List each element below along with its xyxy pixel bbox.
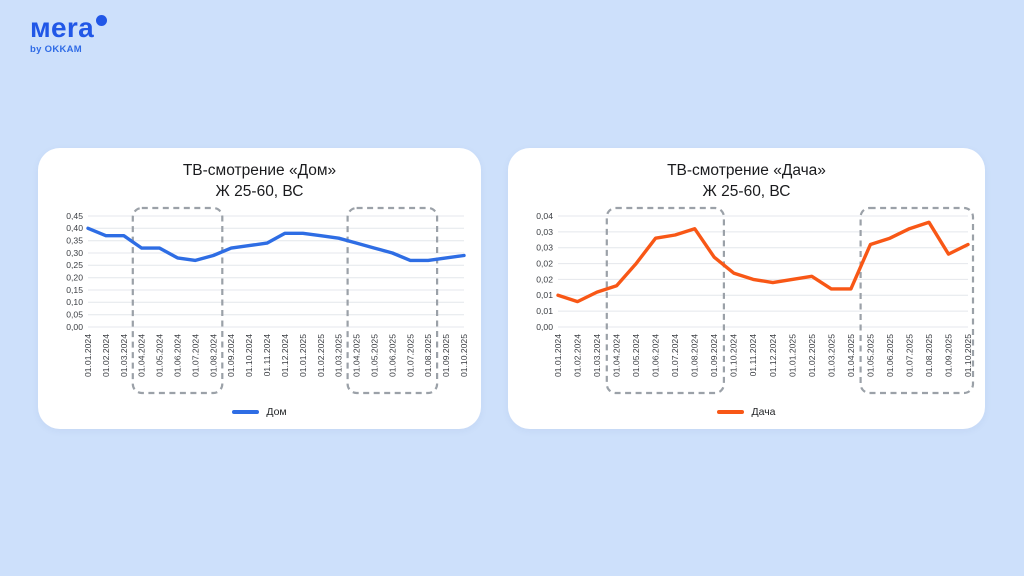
- svg-text:01.06.2025: 01.06.2025: [387, 334, 397, 377]
- svg-text:01.08.2025: 01.08.2025: [924, 334, 934, 377]
- svg-text:01.01.2025: 01.01.2025: [787, 334, 797, 377]
- svg-text:01.04.2024: 01.04.2024: [611, 334, 621, 377]
- svg-text:01.02.2025: 01.02.2025: [806, 334, 816, 377]
- svg-text:01.01.2024: 01.01.2024: [83, 334, 93, 377]
- svg-text:0,40: 0,40: [66, 223, 83, 233]
- svg-text:01.02.2025: 01.02.2025: [315, 334, 325, 377]
- svg-text:01.08.2024: 01.08.2024: [208, 334, 218, 377]
- svg-text:01.09.2024: 01.09.2024: [226, 334, 236, 377]
- svg-text:0,00: 0,00: [66, 322, 83, 332]
- svg-text:0,30: 0,30: [66, 248, 83, 258]
- line-chart-dacha: 0,040,030,030,020,020,010,010,0001.01.20…: [536, 206, 974, 394]
- svg-text:01.05.2025: 01.05.2025: [865, 334, 875, 377]
- svg-text:0,00: 0,00: [536, 322, 553, 332]
- svg-text:01.11.2024: 01.11.2024: [262, 334, 272, 377]
- svg-text:0,01: 0,01: [536, 290, 553, 300]
- svg-text:01.10.2025: 01.10.2025: [963, 334, 973, 377]
- svg-text:0,05: 0,05: [66, 309, 83, 319]
- svg-text:0,01: 0,01: [536, 306, 553, 316]
- svg-text:01.06.2024: 01.06.2024: [172, 334, 182, 377]
- svg-text:01.12.2024: 01.12.2024: [767, 334, 777, 377]
- svg-text:01.06.2025: 01.06.2025: [884, 334, 894, 377]
- svg-text:01.04.2024: 01.04.2024: [136, 334, 146, 377]
- legend-label: Дача: [751, 405, 776, 418]
- svg-text:0,20: 0,20: [66, 272, 83, 282]
- chart-subtitle: Ж 25-60, ВС: [215, 182, 304, 200]
- svg-text:01.09.2024: 01.09.2024: [709, 334, 719, 377]
- svg-text:01.03.2024: 01.03.2024: [592, 334, 602, 377]
- svg-text:01.01.2025: 01.01.2025: [297, 334, 307, 377]
- svg-text:01.12.2024: 01.12.2024: [280, 334, 290, 377]
- svg-text:0,45: 0,45: [66, 211, 83, 221]
- svg-text:01.05.2024: 01.05.2024: [154, 334, 164, 377]
- logo-dot-icon: [95, 15, 107, 26]
- svg-text:01.10.2025: 01.10.2025: [459, 334, 469, 377]
- svg-text:01.11.2024: 01.11.2024: [748, 334, 758, 377]
- logo: мera by OKKAM: [30, 14, 107, 55]
- svg-text:0,25: 0,25: [66, 260, 83, 270]
- svg-text:01.03.2024: 01.03.2024: [118, 334, 128, 377]
- svg-text:01.09.2025: 01.09.2025: [441, 334, 451, 377]
- svg-text:01.07.2025: 01.07.2025: [405, 334, 415, 377]
- svg-text:0,15: 0,15: [66, 285, 83, 295]
- svg-text:0,35: 0,35: [66, 235, 83, 245]
- svg-text:01.07.2024: 01.07.2024: [190, 334, 200, 377]
- svg-text:0,04: 0,04: [536, 211, 553, 221]
- legend-label: Дом: [266, 405, 287, 418]
- svg-text:01.07.2024: 01.07.2024: [670, 334, 680, 377]
- chart-title-line1: ТВ-смотрение «Дача»: [667, 162, 826, 179]
- legend-line-swatch: [717, 410, 745, 414]
- svg-text:0,03: 0,03: [536, 227, 553, 237]
- svg-text:01.03.2025: 01.03.2025: [333, 334, 343, 377]
- svg-text:01.02.2024: 01.02.2024: [572, 334, 582, 377]
- svg-text:0,02: 0,02: [536, 258, 553, 268]
- chart-title-dom: ТВ-смотрение «Дом» Ж 25-60, ВС: [38, 161, 481, 203]
- logo-brand-text: мera: [30, 12, 94, 43]
- svg-text:0,03: 0,03: [536, 242, 553, 252]
- legend-dacha: Дача: [508, 406, 985, 418]
- line-chart-dom: 0,45 0,40 0,35 0,30 0,25 0,20 0,15 0,10 0,05 0,00…: [66, 206, 469, 394]
- svg-text:0,10: 0,10: [66, 297, 83, 307]
- svg-text:01.05.2025: 01.05.2025: [369, 334, 379, 377]
- svg-text:01.02.2024: 01.02.2024: [100, 334, 110, 377]
- svg-text:01.10.2024: 01.10.2024: [244, 334, 254, 377]
- svg-text:01.08.2025: 01.08.2025: [423, 334, 433, 377]
- svg-text:0,02: 0,02: [536, 274, 553, 284]
- legend-line-swatch: [232, 410, 260, 414]
- chart-card-dom: ТВ-смотрение «Дом» Ж 25-60, ВС 0,45 0,40 0…: [38, 148, 481, 429]
- svg-text:01.04.2025: 01.04.2025: [351, 334, 361, 377]
- svg-text:01.07.2025: 01.07.2025: [904, 334, 914, 377]
- chart-title-dacha: ТВ-смотрение «Дача» Ж 25-60, ВС: [508, 161, 985, 203]
- svg-text:01.01.2024: 01.01.2024: [553, 334, 563, 377]
- chart-subtitle: Ж 25-60, ВС: [702, 182, 791, 200]
- svg-text:01.08.2024: 01.08.2024: [689, 334, 699, 377]
- svg-text:01.04.2025: 01.04.2025: [845, 334, 855, 377]
- svg-text:01.03.2025: 01.03.2025: [826, 334, 836, 377]
- svg-text:01.06.2024: 01.06.2024: [650, 334, 660, 377]
- svg-text:01.10.2024: 01.10.2024: [728, 334, 738, 377]
- chart-card-dacha: ТВ-смотрение «Дача» Ж 25-60, ВС 0,04 0,03…: [508, 148, 985, 429]
- svg-text:01.09.2025: 01.09.2025: [943, 334, 953, 377]
- legend-dom: Дом: [38, 406, 481, 418]
- chart-title-line1: ТВ-смотрение «Дом»: [182, 162, 337, 179]
- svg-text:01.05.2024: 01.05.2024: [631, 334, 641, 377]
- logo-byline: by OKKAM: [30, 44, 83, 55]
